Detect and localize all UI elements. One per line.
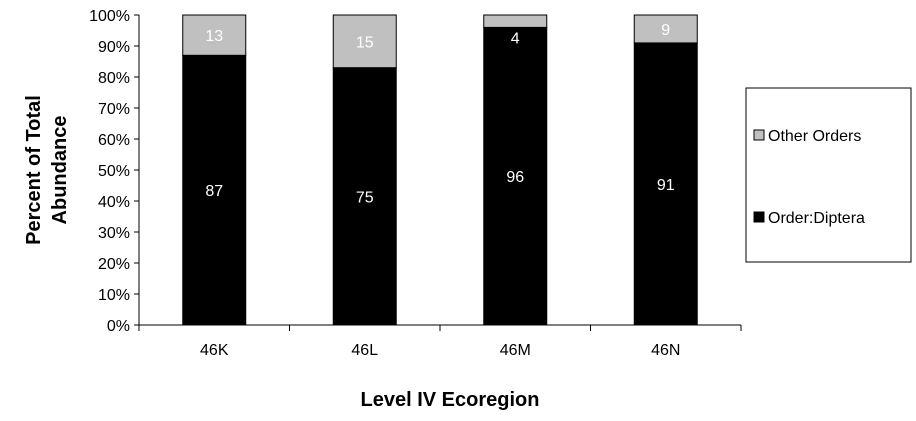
data-label: 9 (661, 22, 670, 39)
legend-label-order-diptera: Order:Diptera (768, 210, 865, 227)
data-label: 96 (506, 169, 524, 186)
bars (182, 14, 698, 326)
y-tick-label: 30% (98, 225, 130, 242)
data-label: 4 (511, 30, 520, 47)
bar-segment-order-diptera (483, 26, 548, 326)
y-axis-title-line-2: Abundance (49, 116, 71, 225)
y-tick-label: 100% (89, 8, 130, 25)
y-tick-label: 0% (107, 318, 130, 335)
legend-swatch-order-diptera (753, 211, 765, 223)
bar-segment-order-diptera (633, 42, 698, 326)
data-label: 87 (205, 183, 223, 200)
bar-segment-other-orders (633, 14, 698, 44)
data-labels: 87 13 75 15 96 4 91 9 (205, 22, 674, 206)
bar-segment-other-orders (182, 14, 247, 56)
y-axis: 0% 10% 20% 30% 40% 50% 60% 70% 80% 90% 100% (89, 8, 140, 335)
y-tick-label: 50% (98, 163, 130, 180)
y-tick-label: 90% (98, 39, 130, 56)
y-tick-label: 60% (98, 132, 130, 149)
y-axis-title-line-1: Percent of Total (23, 95, 45, 245)
x-tick-label: 46L (351, 342, 378, 359)
x-axis-title: Level IV Ecoregion (361, 389, 540, 411)
legend-box (745, 87, 912, 263)
y-tick-label: 70% (98, 101, 130, 118)
data-label: 75 (356, 189, 374, 206)
x-tick-label: 46K (200, 342, 229, 359)
bar-segment-other-orders (332, 14, 397, 69)
data-label: 13 (205, 28, 223, 45)
legend-swatch-other-orders (753, 129, 765, 141)
bar-segment-other-orders (483, 14, 548, 28)
legend-label-other-orders: Other Orders (768, 128, 861, 145)
y-tick-label: 40% (98, 194, 130, 211)
x-tick-label: 46M (500, 342, 531, 359)
x-tick-label: 46N (651, 342, 680, 359)
x-axis: 46K 46L 46M 46N (138, 324, 742, 359)
data-label: 91 (657, 177, 675, 194)
y-tick-label: 80% (98, 70, 130, 87)
legend: Other Orders Order:Diptera (745, 87, 912, 263)
y-tick-label: 20% (98, 256, 130, 273)
y-tick-label: 10% (98, 287, 130, 304)
data-label: 15 (356, 34, 374, 51)
